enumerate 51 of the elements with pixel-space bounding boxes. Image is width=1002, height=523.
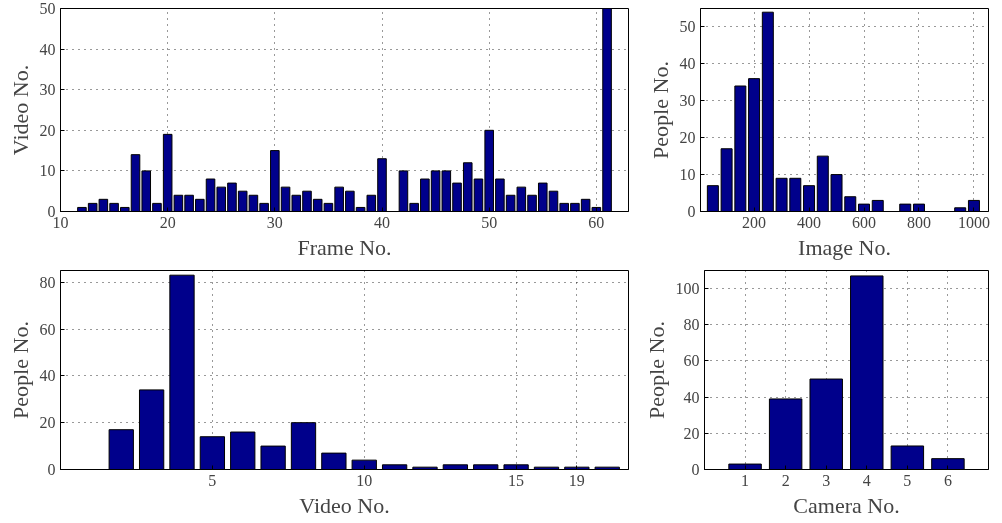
y-tick-label: 50 [39,0,56,17]
y-tick-label: 0 [47,203,56,220]
x-tick-label: 10 [356,471,373,489]
y-tick-label: 80 [683,316,700,334]
x-axis-title: Frame No. [297,234,392,260]
x-tick-label: 4 [862,471,871,489]
y-tick-label: 80 [39,273,56,291]
y-axis-title: People No. [647,61,673,159]
x-tick-label: 2 [781,471,790,489]
x-tick-label: 30 [266,213,283,231]
y-axis-title: People No. [7,321,33,419]
x-tick-label: 20 [159,213,176,231]
x-tick-label: 1000 [957,213,990,231]
y-tick-label: 20 [683,424,700,442]
y-tick-label: 100 [675,280,700,298]
y-tick-label: 40 [679,55,696,73]
y-tick-label: 40 [39,367,56,385]
x-tick-label: 19 [568,471,585,489]
y-tick-label: 40 [683,388,700,406]
x-tick-label: 400 [797,213,822,231]
x-tick-label: 6 [943,471,952,489]
x-tick-label: 1 [741,471,750,489]
y-tick-label: 60 [683,352,700,370]
x-tick-label: 50 [481,213,498,231]
y-tick-label: 10 [39,162,56,180]
y-tick-label: 20 [39,121,56,139]
x-tick-label: 3 [822,471,831,489]
x-tick-label: 800 [906,213,931,231]
x-tick-label: 40 [374,213,391,231]
y-tick-label: 30 [679,92,696,110]
x-axis-title: Camera No. [793,492,900,518]
x-tick-label: 600 [852,213,877,231]
y-tick-label: 60 [39,320,56,338]
y-tick-label: 50 [679,18,696,36]
x-axis-title: Video No. [299,492,390,518]
y-tick-label: 20 [679,129,696,147]
y-axis-title: People No. [643,321,669,419]
y-tick-label: 40 [39,40,56,58]
x-tick-label: 200 [742,213,767,231]
y-tick-label: 0 [47,461,56,478]
y-axis-title: Video No. [7,64,33,156]
x-tick-label: 15 [508,471,525,489]
x-tick-label: 5 [903,471,912,489]
x-axis-title: Image No. [798,234,891,260]
y-tick-label: 0 [687,203,696,220]
y-tick-label: 20 [39,414,56,432]
x-tick-label: 5 [208,471,217,489]
y-tick-label: 10 [679,166,696,184]
y-tick-label: 30 [39,81,56,99]
y-tick-label: 0 [691,461,700,478]
x-tick-label: 60 [588,213,605,231]
